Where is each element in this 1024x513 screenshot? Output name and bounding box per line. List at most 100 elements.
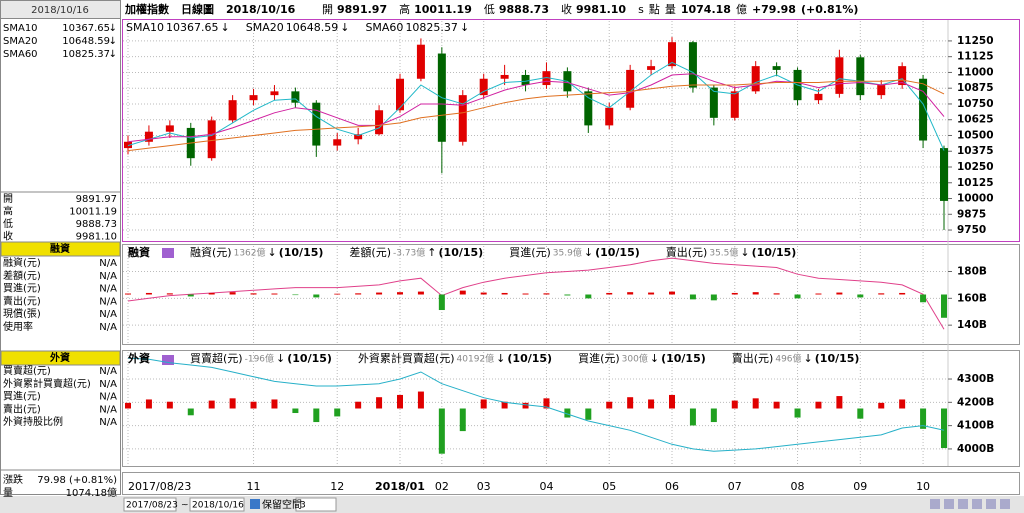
candle-body bbox=[375, 110, 384, 135]
end-date-input[interactable] bbox=[189, 497, 245, 512]
bar bbox=[606, 292, 613, 295]
candle-body bbox=[479, 78, 488, 96]
legend-date: (10/15) bbox=[752, 246, 797, 259]
line bbox=[127, 257, 945, 330]
candle-body bbox=[228, 100, 237, 121]
bar bbox=[857, 294, 864, 298]
legend-trend: ↓ bbox=[650, 352, 659, 365]
y-tick-label: 11125 bbox=[957, 51, 994, 63]
candle-body bbox=[354, 134, 363, 140]
period: 日線圖 bbox=[181, 2, 214, 16]
price-panel bbox=[122, 19, 1020, 242]
date-sep: ~ bbox=[181, 501, 189, 511]
legend-value: 10825.37 bbox=[405, 21, 458, 34]
x-axis-panel bbox=[122, 472, 1020, 495]
candle-body bbox=[521, 74, 530, 86]
bar bbox=[480, 399, 487, 409]
legend-date: (10/15) bbox=[279, 246, 324, 259]
legend-name: 賣出(元) bbox=[732, 351, 774, 365]
y-tick-label: 160B bbox=[957, 292, 987, 304]
legend-trend: ↓ bbox=[460, 21, 469, 34]
bar bbox=[125, 402, 131, 409]
bar bbox=[920, 294, 927, 303]
bar bbox=[648, 399, 655, 409]
volume-label: 量 bbox=[665, 3, 676, 16]
bar bbox=[752, 292, 759, 295]
legend-name: 外資累計買賣超(元) bbox=[358, 351, 455, 365]
foreign-title: 外資 bbox=[49, 351, 70, 364]
legend-trend: ↓ bbox=[340, 21, 349, 34]
bar bbox=[731, 400, 738, 409]
sidebar-ohlc-value: 9891.97 bbox=[76, 194, 117, 205]
bar bbox=[145, 292, 152, 295]
bar bbox=[920, 408, 927, 429]
bar bbox=[564, 294, 571, 296]
candle-body bbox=[165, 125, 174, 132]
foreign-row-value: N/A bbox=[99, 366, 117, 377]
bar bbox=[166, 401, 173, 409]
x-tick-label: 2017/08/23 bbox=[128, 480, 191, 493]
button[interactable] bbox=[986, 499, 996, 509]
legend-date: (10/15) bbox=[439, 246, 484, 259]
candle-body bbox=[396, 78, 404, 111]
bar bbox=[585, 408, 592, 420]
bar bbox=[355, 401, 362, 409]
bar bbox=[941, 408, 947, 449]
start-date-input[interactable] bbox=[123, 497, 177, 512]
y-tick-label: 180B bbox=[957, 265, 987, 277]
bar bbox=[417, 391, 424, 409]
space-input[interactable] bbox=[295, 497, 337, 512]
legend-trend: ↓ bbox=[276, 352, 285, 365]
legend-date: (10/15) bbox=[815, 352, 860, 365]
sidebar-ohlc-value: 9981.10 bbox=[76, 232, 117, 243]
bar bbox=[313, 408, 320, 423]
x-tick-label: 03 bbox=[477, 480, 491, 493]
x-tick-label: 11 bbox=[247, 480, 261, 493]
bar bbox=[941, 294, 947, 318]
sma-value: 10825.37 bbox=[62, 49, 110, 60]
candle-body bbox=[144, 131, 153, 142]
bar bbox=[689, 294, 696, 300]
candle-body bbox=[312, 102, 321, 146]
sma-line bbox=[127, 79, 945, 152]
bar bbox=[627, 292, 634, 295]
button[interactable] bbox=[1000, 499, 1010, 509]
sidebar-ohlc-value: 10011.19 bbox=[69, 207, 117, 218]
legend-value: 496億 bbox=[775, 353, 801, 365]
bar bbox=[271, 399, 278, 409]
bar bbox=[543, 398, 550, 409]
ohlc-value: 10011.19 bbox=[414, 3, 472, 16]
legend-date: (10/15) bbox=[287, 352, 332, 365]
foreign-row-label: 買賣超(元) bbox=[3, 364, 51, 377]
button[interactable] bbox=[958, 499, 968, 509]
margin-settings-icon[interactable] bbox=[162, 248, 174, 258]
bar bbox=[899, 399, 906, 409]
bar bbox=[229, 292, 236, 295]
bar bbox=[669, 291, 675, 295]
legend-value: 300億 bbox=[622, 353, 648, 365]
button[interactable] bbox=[944, 499, 954, 509]
candle-body bbox=[856, 57, 865, 96]
button[interactable] bbox=[930, 499, 940, 509]
margin-row-label: 買進(元) bbox=[3, 283, 41, 295]
ohlc-value: 9891.97 bbox=[337, 3, 387, 16]
candle-body bbox=[814, 93, 823, 101]
sma-name: SMA10 bbox=[3, 23, 38, 34]
margin-title: 融資 bbox=[50, 242, 70, 255]
s-label: s bbox=[638, 3, 644, 16]
bar bbox=[815, 401, 822, 409]
legend-name: 買進(元) bbox=[578, 352, 620, 365]
space-icon[interactable] bbox=[250, 499, 260, 509]
button[interactable] bbox=[972, 499, 982, 509]
bar bbox=[250, 401, 257, 409]
bar bbox=[187, 408, 194, 416]
legend-trend: ↑ bbox=[427, 246, 436, 259]
foreign-settings-icon[interactable] bbox=[162, 355, 174, 365]
bar bbox=[376, 397, 383, 409]
bar bbox=[397, 292, 403, 295]
bar bbox=[501, 401, 508, 409]
unit: 點 bbox=[649, 3, 660, 16]
sidebar-ohlc-label: 低 bbox=[3, 217, 13, 230]
bar bbox=[501, 292, 508, 295]
